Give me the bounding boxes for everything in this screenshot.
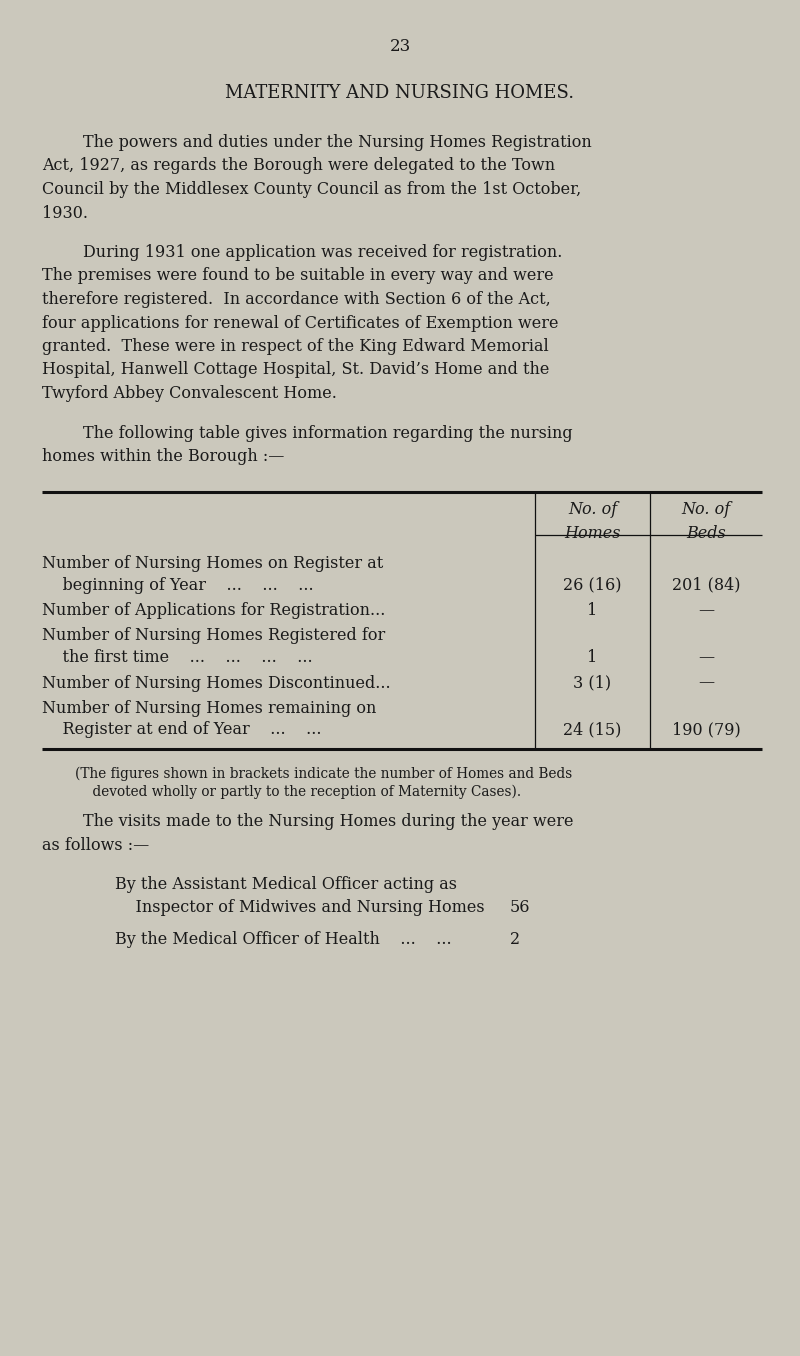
Text: The visits made to the Nursing Homes during the year were: The visits made to the Nursing Homes dur… [42,814,574,830]
Text: The following table gives information regarding the nursing: The following table gives information re… [42,424,573,442]
Text: Act, 1927, as regards the Borough were delegated to the Town: Act, 1927, as regards the Borough were d… [42,157,555,175]
Text: No. of: No. of [682,502,730,518]
Text: 190 (79): 190 (79) [672,721,740,739]
Text: Inspector of Midwives and Nursing Homes: Inspector of Midwives and Nursing Homes [115,899,485,917]
Text: 1930.: 1930. [42,205,88,221]
Text: By the Medical Officer of Health    ...    ...: By the Medical Officer of Health ... ... [115,932,452,948]
Text: (The figures shown in brackets indicate the number of Homes and Beds: (The figures shown in brackets indicate … [75,767,572,781]
Text: The premises were found to be suitable in every way and were: The premises were found to be suitable i… [42,267,554,285]
Text: therefore registered.  In accordance with Section 6 of the Act,: therefore registered. In accordance with… [42,292,550,308]
Text: as follows :—: as follows :— [42,837,150,853]
Text: 201 (84): 201 (84) [672,576,740,594]
Text: By the Assistant Medical Officer acting as: By the Assistant Medical Officer acting … [115,876,457,894]
Text: Twyford Abbey Convalescent Home.: Twyford Abbey Convalescent Home. [42,385,337,401]
Text: the first time    ...    ...    ...    ...: the first time ... ... ... ... [42,650,313,666]
Text: beginning of Year    ...    ...    ...: beginning of Year ... ... ... [42,576,314,594]
Text: The powers and duties under the Nursing Homes Registration: The powers and duties under the Nursing … [42,134,592,151]
Text: Beds: Beds [686,525,726,542]
Text: No. of: No. of [568,502,617,518]
Text: Register at end of Year    ...    ...: Register at end of Year ... ... [42,721,322,739]
Text: 23: 23 [390,38,410,56]
Text: —: — [698,650,714,666]
Text: Number of Nursing Homes Registered for: Number of Nursing Homes Registered for [42,628,386,644]
Text: Number of Nursing Homes Discontinued...: Number of Nursing Homes Discontinued... [42,674,390,692]
Text: devoted wholly or partly to the reception of Maternity Cases).: devoted wholly or partly to the receptio… [75,785,521,800]
Text: Council by the Middlesex County Council as from the 1st October,: Council by the Middlesex County Council … [42,180,582,198]
Text: 24 (15): 24 (15) [563,721,622,739]
Text: —: — [698,674,714,692]
Text: Hospital, Hanwell Cottage Hospital, St. David’s Home and the: Hospital, Hanwell Cottage Hospital, St. … [42,362,550,378]
Text: 3 (1): 3 (1) [574,674,611,692]
Text: 26 (16): 26 (16) [563,576,622,594]
Text: During 1931 one application was received for registration.: During 1931 one application was received… [42,244,562,260]
Text: four applications for renewal of Certificates of Exemption were: four applications for renewal of Certifi… [42,315,558,331]
Text: granted.  These were in respect of the King Edward Memorial: granted. These were in respect of the Ki… [42,338,549,355]
Text: Number of Nursing Homes remaining on: Number of Nursing Homes remaining on [42,700,376,717]
Text: MATERNITY AND NURSING HOMES.: MATERNITY AND NURSING HOMES. [226,84,574,102]
Text: 1: 1 [587,602,598,618]
Text: homes within the Borough :—: homes within the Borough :— [42,447,284,465]
Text: Number of Nursing Homes on Register at: Number of Nursing Homes on Register at [42,555,383,572]
Text: 1: 1 [587,650,598,666]
Text: Homes: Homes [564,525,621,542]
Text: Number of Applications for Registration...: Number of Applications for Registration.… [42,602,386,618]
Text: —: — [698,602,714,618]
Text: 56: 56 [510,899,530,917]
Text: 2: 2 [510,932,520,948]
